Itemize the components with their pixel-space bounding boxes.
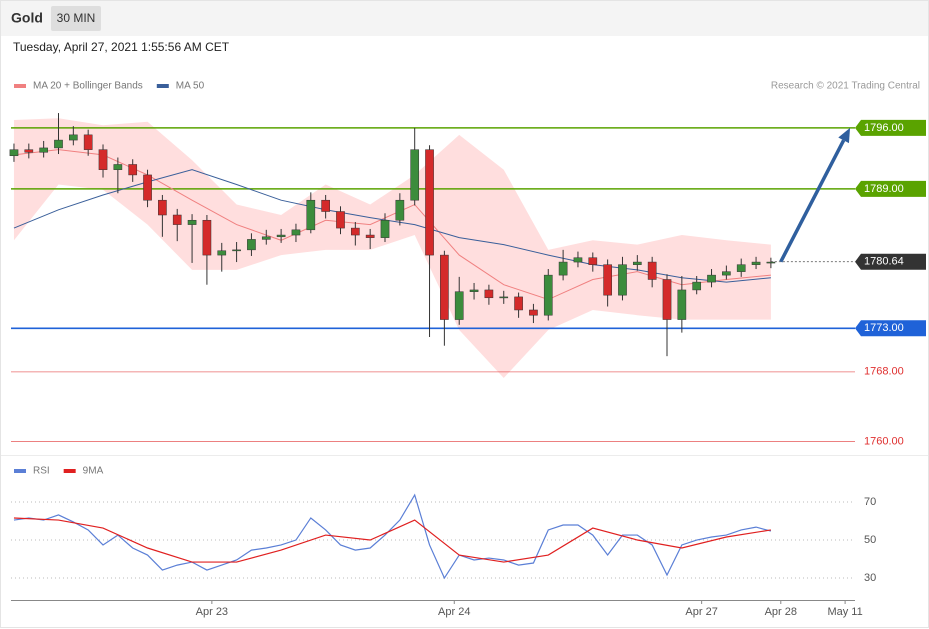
timeframe: 30 MIN: [57, 11, 96, 25]
y-tick-label: 70: [864, 496, 876, 508]
legend-label: MA 20 + Bollinger Bands: [33, 81, 143, 92]
candle-body: [736, 264, 746, 272]
x-tick-label: May 11: [827, 606, 862, 618]
level-tag: [855, 253, 926, 270]
series-line: [13, 493, 772, 580]
candle-body: [707, 274, 716, 283]
candle-body: [321, 199, 330, 212]
candle-body: [543, 274, 553, 316]
candle-body: [336, 211, 345, 229]
moving-average: [13, 169, 771, 283]
level-tag: [855, 180, 926, 197]
legend-swatch: [156, 84, 169, 88]
candle-body: [395, 199, 405, 221]
legend-label: MA 50: [176, 81, 205, 92]
candle-body: [158, 199, 167, 216]
y-tick-label: 30: [864, 572, 876, 584]
candle-body: [128, 164, 138, 176]
candle-body: [647, 261, 657, 280]
level-label: 1780.64: [864, 256, 904, 268]
chart-title: Gold: [11, 10, 43, 26]
forecast-arrowhead: [838, 127, 851, 144]
subtitle: Tuesday, April 27, 2021 1:55:56 AM CET: [13, 40, 230, 54]
candle-body: [306, 199, 316, 231]
legend-swatch: [63, 469, 76, 473]
candle-body: [247, 239, 256, 251]
series-line: [13, 517, 771, 563]
legend-label: 9MA: [83, 466, 104, 477]
candle-body: [573, 257, 583, 263]
x-tick-label: Apr 28: [765, 606, 797, 618]
forecast-arrow: [779, 139, 846, 263]
level-label: 1789.00: [864, 183, 904, 195]
candle-body: [276, 234, 286, 238]
x-tick-label: Apr 23: [196, 606, 228, 618]
bollinger-band: [13, 118, 771, 378]
level-label: 1773.00: [864, 322, 904, 334]
candle-body: [440, 254, 449, 320]
x-tick-label: Apr 27: [685, 606, 717, 618]
candle-body: [261, 236, 271, 240]
candle-body: [751, 261, 761, 265]
candle-body: [217, 250, 227, 256]
candle-body: [54, 139, 63, 149]
candle-body: [202, 219, 212, 256]
y-tick-label: 50: [864, 534, 876, 546]
candle-body: [603, 264, 612, 296]
level-label: 1768.00: [864, 366, 904, 378]
candle-body: [662, 279, 672, 320]
candle-body: [83, 134, 93, 150]
candle-body: [677, 289, 687, 320]
candle-body: [113, 164, 123, 170]
candle-body: [766, 261, 776, 264]
candle-body: [558, 261, 568, 276]
candle-body: [484, 289, 494, 299]
level-tag: [855, 320, 926, 337]
candle-body: [39, 147, 48, 153]
moving-average: [13, 149, 771, 301]
candle-body: [350, 227, 360, 236]
candle-body: [380, 219, 390, 238]
level-label: 1796.00: [864, 122, 904, 134]
candle-body: [529, 309, 538, 316]
candle-body: [24, 149, 34, 153]
level-label: 1760.00: [864, 435, 904, 447]
candle-body: [143, 174, 152, 201]
level-tag: [855, 119, 926, 136]
legend-swatch: [14, 469, 26, 473]
candle-body: [425, 149, 434, 256]
header-bar: [1, 1, 928, 36]
candle-body: [722, 271, 731, 276]
legend-label: RSI: [33, 466, 50, 477]
candle-body: [187, 219, 197, 225]
candle-body: [98, 149, 108, 170]
candle-body: [365, 234, 375, 238]
timeframe-badge: [51, 6, 101, 31]
candle-body: [632, 261, 642, 265]
candle-body: [172, 214, 182, 225]
legend-swatch: [14, 84, 26, 88]
candle-body: [9, 149, 19, 157]
candle-body: [588, 257, 598, 265]
candle-body: [454, 291, 464, 320]
source: Research © 2021 Trading Central: [771, 81, 920, 92]
candle-body: [291, 229, 301, 236]
candle-body: [69, 134, 78, 141]
candle-body: [410, 149, 420, 201]
candle-body: [692, 281, 702, 291]
candle-body: [232, 249, 241, 252]
candle-body: [469, 289, 479, 292]
x-tick-label: Apr 24: [438, 606, 470, 618]
candle-body: [618, 264, 627, 296]
candle-body: [514, 296, 523, 311]
candle-body: [499, 296, 509, 299]
